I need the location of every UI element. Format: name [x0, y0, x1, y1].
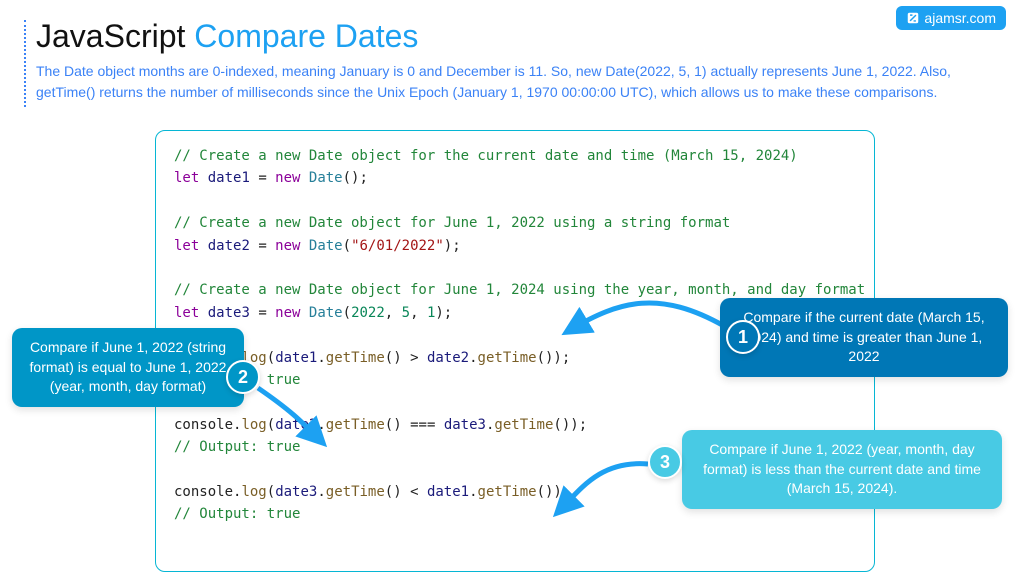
annotation-3-badge: 3 [648, 445, 682, 479]
annotation-3-text: Compare if June 1, 2022 (year, month, da… [703, 441, 981, 496]
code-line: let date2 = new Date("6/01/2022"); [174, 235, 856, 257]
code-comment: // Create a new Date object for the curr… [174, 148, 798, 164]
annotation-2: Compare if June 1, 2022 (string format) … [12, 328, 244, 407]
annotation-1: Compare if the current date (March 15, 2… [720, 298, 1008, 377]
code-output: // Output: true [174, 506, 300, 522]
title-accent: Compare Dates [194, 18, 418, 54]
title-prefix: JavaScript [36, 18, 194, 54]
code-output: // Output: true [174, 439, 300, 455]
code-comment: // Create a new Date object for June 1, … [174, 282, 865, 298]
code-line: let date1 = new Date(); [174, 167, 856, 189]
annotation-3: Compare if June 1, 2022 (year, month, da… [682, 430, 1002, 509]
header-accent-line [24, 20, 26, 107]
code-comment: // Create a new Date object for June 1, … [174, 215, 730, 231]
annotation-1-text: Compare if the current date (March 15, 2… [743, 309, 984, 364]
annotation-1-badge: 1 [726, 320, 760, 354]
page-subtitle: The Date object months are 0-indexed, me… [36, 61, 994, 103]
page-title: JavaScript Compare Dates [36, 18, 994, 55]
page-header: JavaScript Compare Dates The Date object… [0, 0, 1024, 111]
annotation-2-badge: 2 [226, 360, 260, 394]
annotation-2-text: Compare if June 1, 2022 (string format) … [30, 339, 227, 394]
